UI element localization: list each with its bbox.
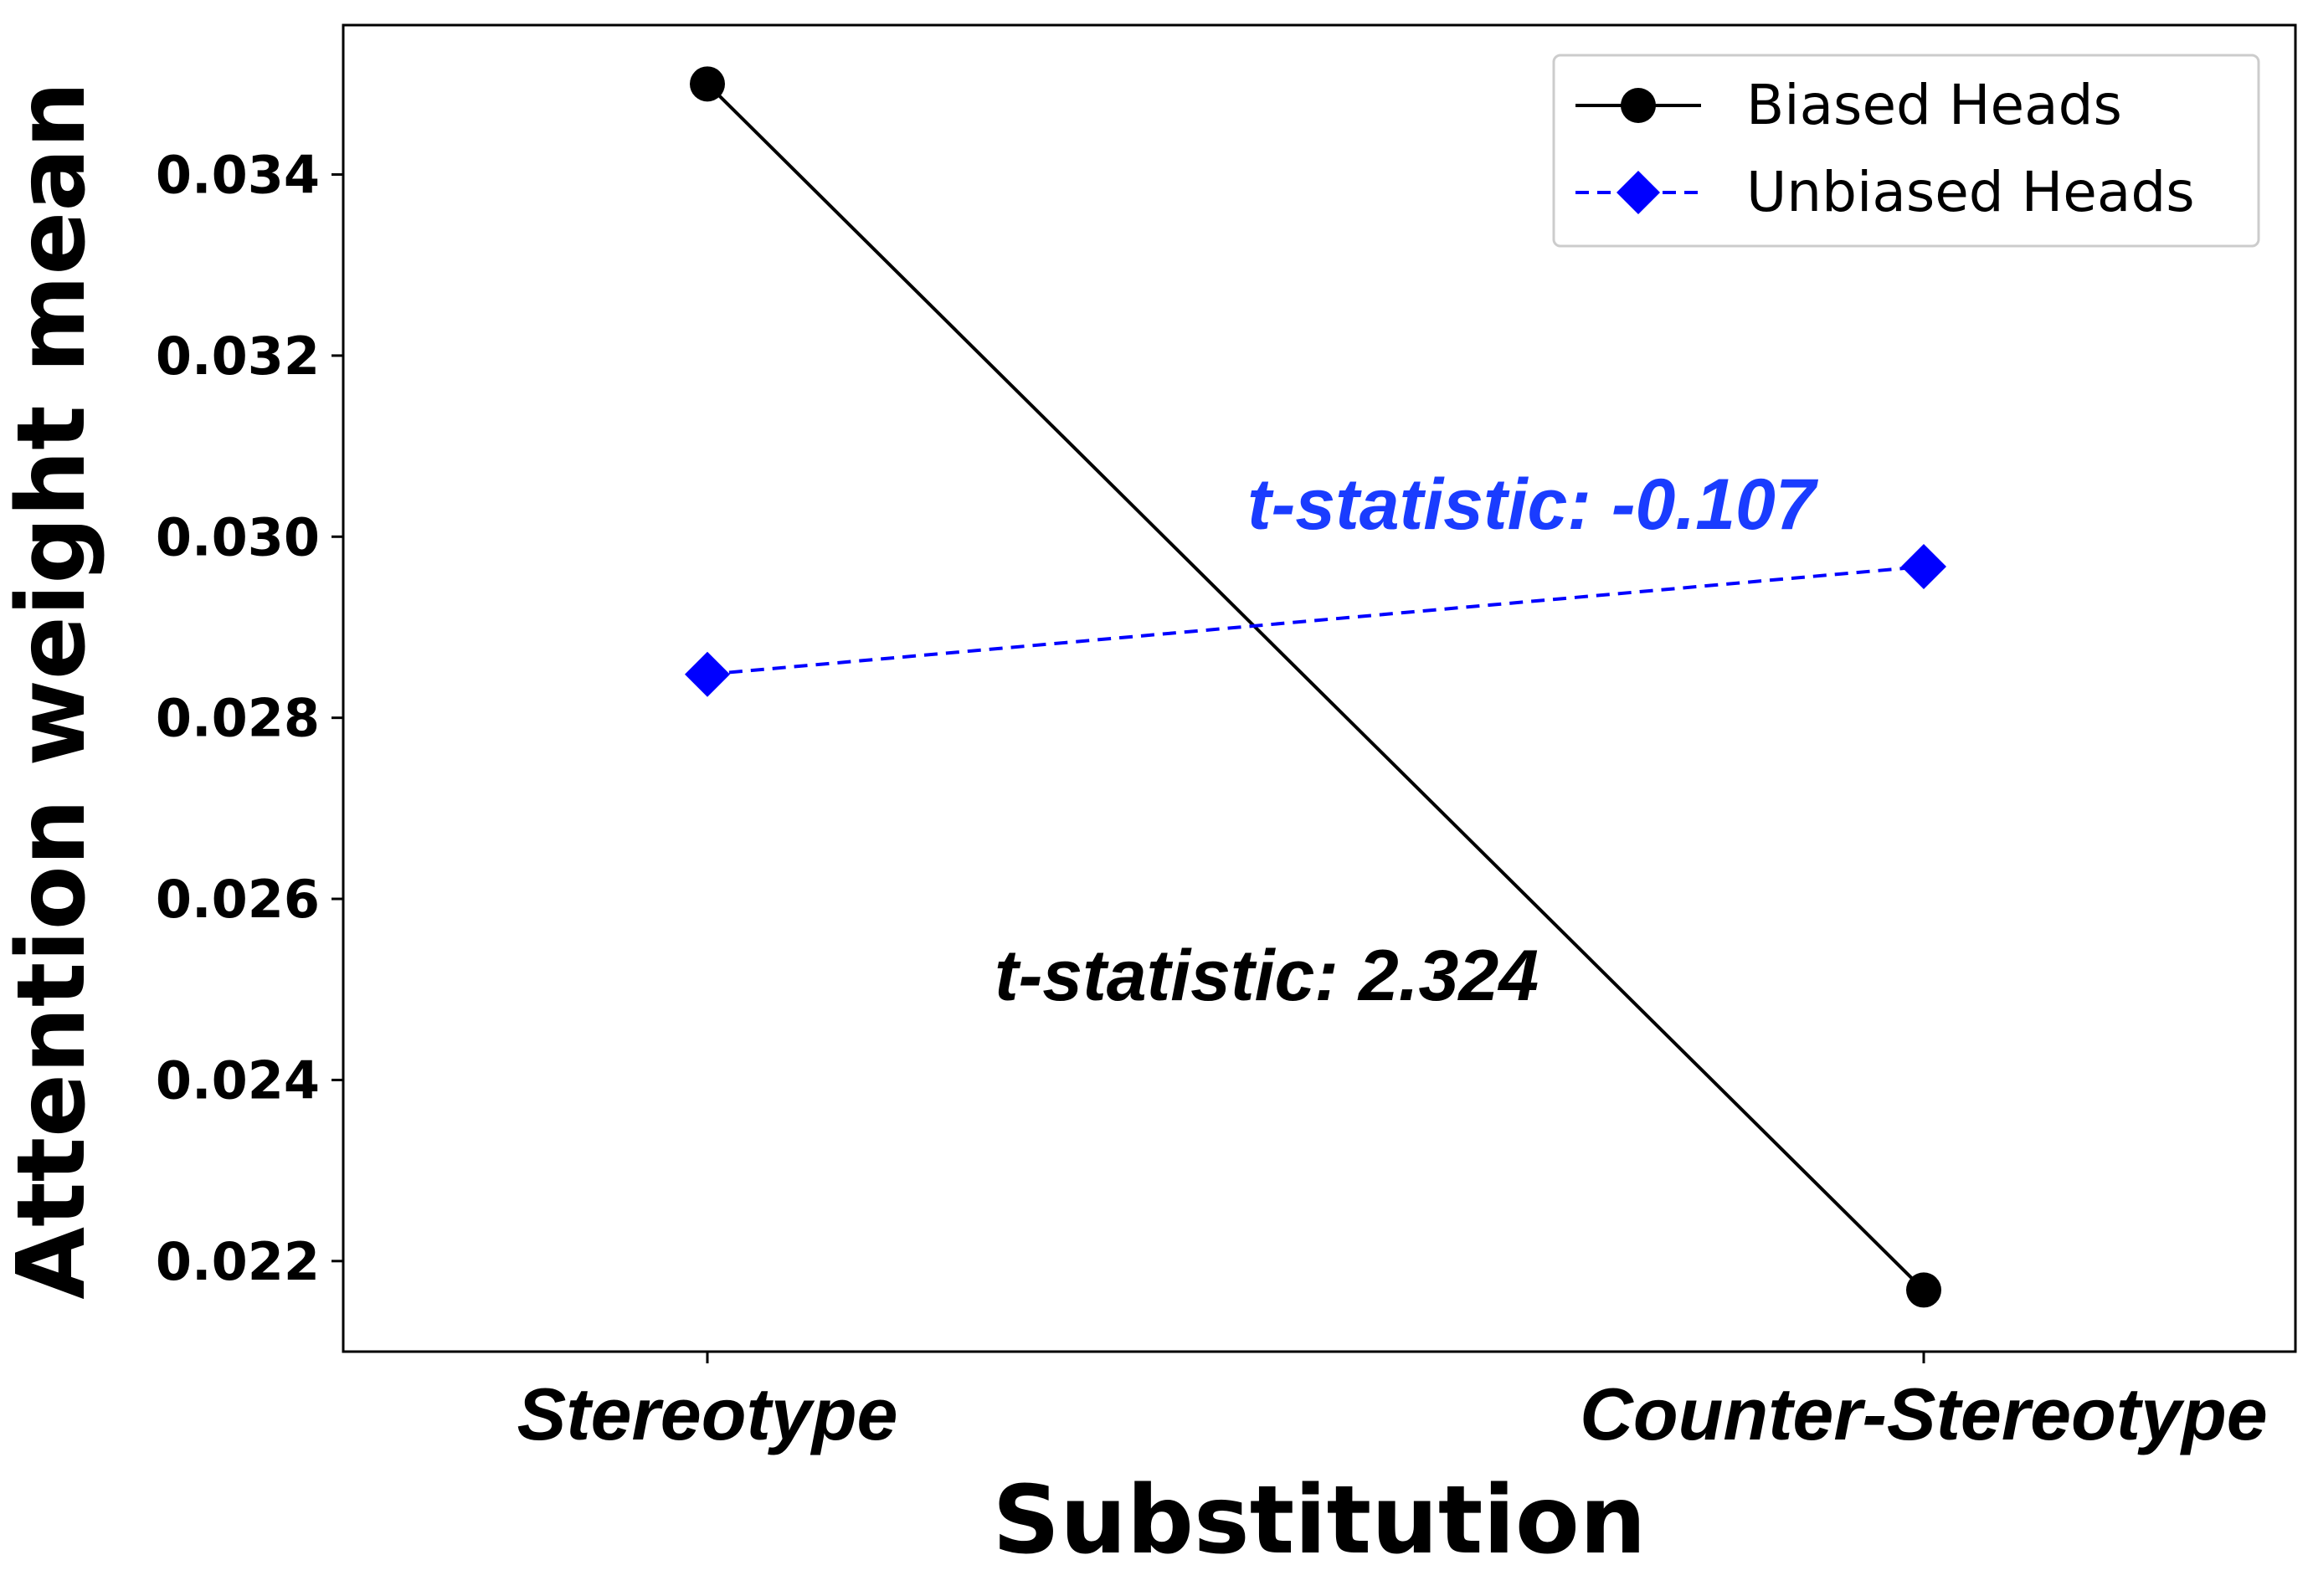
data-point-unbiased <box>685 651 730 697</box>
y-axis-title: Attention weight mean <box>0 81 106 1299</box>
x-tick-label: Stereotype <box>517 1373 898 1455</box>
series-line-unbiased <box>707 564 1925 676</box>
x-tick-label: Counter-Stereotype <box>1580 1373 2267 1455</box>
legend-label-unbiased: Unbiased Heads <box>1746 160 2195 224</box>
series-line-biased <box>706 82 1925 1291</box>
y-tick-label: 0.022 <box>156 1231 320 1292</box>
annotation-unbiased-t-statistic: t-statistic: -0.107 <box>1247 464 1819 545</box>
x-axis-title: Substitution <box>992 1466 1646 1575</box>
series-layer <box>685 66 1946 1308</box>
y-tick-label: 0.032 <box>156 326 320 387</box>
data-point-biased <box>690 66 725 102</box>
y-tick-label: 0.030 <box>156 506 320 567</box>
legend: Biased Heads Unbiased Heads <box>1552 54 2260 248</box>
data-point-biased <box>1906 1272 1941 1308</box>
legend-label-biased: Biased Heads <box>1746 73 2122 137</box>
y-tick-label: 0.028 <box>156 688 320 749</box>
annotation-biased-t-statistic: t-statistic: 2.324 <box>995 936 1539 1016</box>
legend-marker-biased <box>1621 88 1656 123</box>
y-axis-ticks: 0.022 0.024 0.026 0.028 0.030 0.032 0.034 <box>156 145 343 1292</box>
legend-box <box>1552 54 2260 248</box>
y-tick-label: 0.026 <box>156 869 320 930</box>
legend-marker-unbiased <box>1617 171 1660 214</box>
x-axis-ticks: Stereotype Counter-Stereotype <box>517 1352 2268 1455</box>
y-tick-label: 0.024 <box>156 1049 320 1111</box>
data-point-unbiased <box>1901 543 1946 589</box>
y-tick-label: 0.034 <box>156 145 320 206</box>
